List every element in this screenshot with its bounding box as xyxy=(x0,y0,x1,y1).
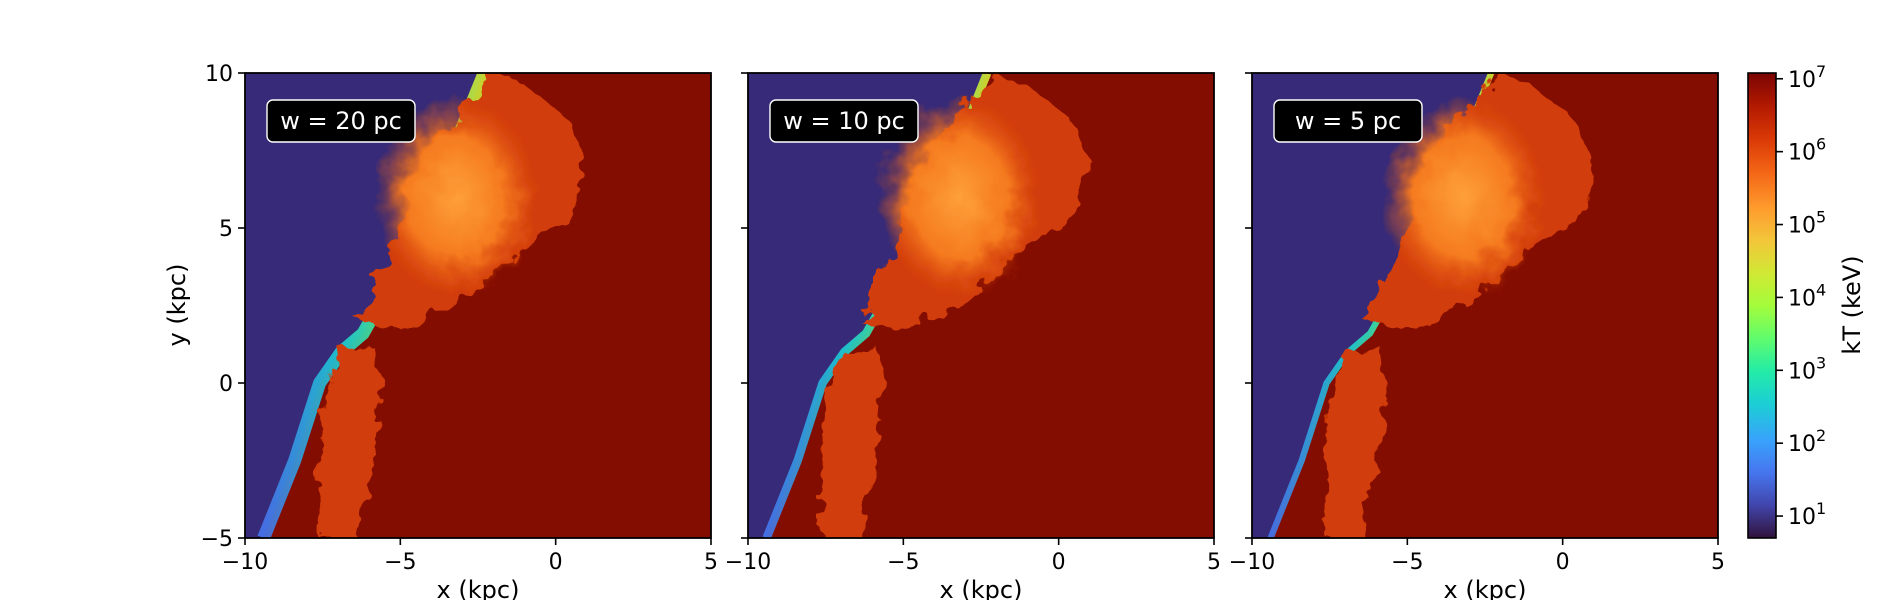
x-tick-label: 5 xyxy=(1207,550,1221,575)
colorbar-tick-label: 106 xyxy=(1788,135,1826,166)
axes-frame xyxy=(244,72,712,539)
colorbar: 101 102 103 104 105 106 107 kT (keV) xyxy=(1747,62,1866,539)
colorbar-tick-label: 104 xyxy=(1788,280,1826,311)
colorbar-tick-label: 107 xyxy=(1788,62,1826,93)
warm-core xyxy=(375,97,538,297)
annotation-box xyxy=(1273,99,1423,143)
x-tick-label: 0 xyxy=(549,550,563,575)
temperature-map xyxy=(1252,73,1718,538)
y-tick-label: −5 xyxy=(201,527,233,552)
x-tick-label: −10 xyxy=(222,550,268,575)
x-axis-label: x (kpc) xyxy=(1444,576,1527,600)
hot-tail xyxy=(319,345,382,538)
y-tick-label: 0 xyxy=(219,372,233,397)
colorbar-tick-label: 105 xyxy=(1788,208,1826,239)
panel-3: −10 −5 0 5 x (kpc) w = 5 pc xyxy=(1229,72,1725,600)
x-tick-label: −5 xyxy=(384,550,416,575)
colorbar-tick-label: 101 xyxy=(1788,499,1826,530)
x-tick-label: 0 xyxy=(1052,550,1066,575)
y-tick-label: 5 xyxy=(219,217,233,242)
annotation-box xyxy=(266,99,416,143)
x-tick-label: 0 xyxy=(1556,550,1570,575)
x-axis-label: x (kpc) xyxy=(437,576,520,600)
warm-core xyxy=(1382,97,1545,297)
x-tick-label: −5 xyxy=(887,550,919,575)
colorbar-gradient xyxy=(1748,73,1776,538)
x-tick-label: −10 xyxy=(1229,550,1275,575)
axes-frame xyxy=(1251,72,1719,539)
y-tick-label: 10 xyxy=(205,62,233,87)
colorbar-tick-label: 103 xyxy=(1788,353,1826,384)
axes-frame xyxy=(747,72,1215,539)
x-tick-label: 5 xyxy=(1711,550,1725,575)
annotation-label: w = 20 pc xyxy=(280,107,402,135)
hot-tail xyxy=(1326,345,1389,538)
colorbar-frame xyxy=(1747,72,1777,539)
x-tick-label: 5 xyxy=(704,550,718,575)
annotation-label: w = 5 pc xyxy=(1295,107,1401,135)
annotation-box xyxy=(769,99,919,143)
colorbar-label: kT (keV) xyxy=(1838,255,1866,354)
temperature-map xyxy=(245,73,711,538)
warm-core xyxy=(878,97,1041,297)
annotation-label: w = 10 pc xyxy=(783,107,905,135)
colorbar-ticks: 101 102 103 104 105 106 107 xyxy=(1776,62,1826,530)
panel-2: −10 −5 0 5 x (kpc) w = 10 pc xyxy=(725,72,1221,600)
x-tick-label: −5 xyxy=(1391,550,1423,575)
colorbar-tick-label: 102 xyxy=(1788,426,1826,457)
hot-tail xyxy=(822,345,885,538)
x-axis-label: x (kpc) xyxy=(940,576,1023,600)
y-axis-label: y (kpc) xyxy=(163,264,191,347)
temperature-map xyxy=(748,73,1214,538)
x-tick-label: −10 xyxy=(725,550,771,575)
